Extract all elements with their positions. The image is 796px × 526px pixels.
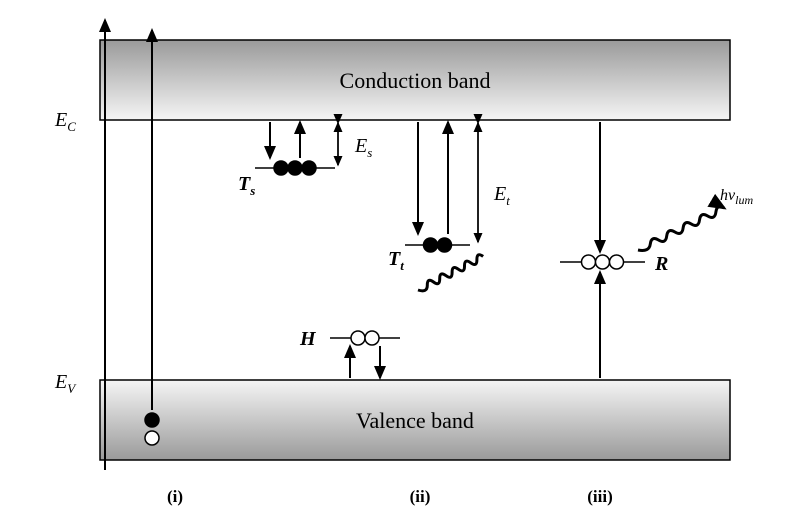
photon-label: hνlum [720, 187, 753, 207]
phonon_Tt-wave [418, 255, 483, 291]
lum_R-wave [638, 207, 724, 251]
Ev-label: EV [54, 371, 77, 396]
Tt-particle [438, 238, 452, 252]
Ts-particle [288, 161, 302, 175]
Ec-label: EC [54, 109, 76, 134]
H-label: H [299, 328, 317, 350]
column-label: (ii) [410, 487, 431, 506]
band-diagram: Conduction band Valence band EC EV Ts Tt H R Es E… [0, 0, 796, 526]
Ts-label: Ts [238, 173, 255, 198]
R-particle [610, 255, 624, 269]
hole-marker [145, 431, 159, 445]
Ts-particle [274, 161, 288, 175]
conduction-band-label: Conduction band [340, 68, 491, 93]
R-label: R [654, 253, 668, 275]
column-label: (i) [167, 487, 183, 506]
diagram-layer: Conduction band Valence band EC EV Ts Tt H R Es E… [54, 20, 753, 506]
H-particle [365, 331, 379, 345]
electron-marker [145, 413, 159, 427]
column-label: (iii) [587, 487, 613, 506]
distance-label: Es [354, 135, 372, 160]
R-particle [582, 255, 596, 269]
Tt-label: Tt [388, 248, 404, 273]
Tt-particle [424, 238, 438, 252]
Ts-particle [302, 161, 316, 175]
H-particle [351, 331, 365, 345]
distance-label: Et [493, 183, 510, 208]
valence-band-label: Valence band [356, 408, 474, 433]
R-particle [596, 255, 610, 269]
